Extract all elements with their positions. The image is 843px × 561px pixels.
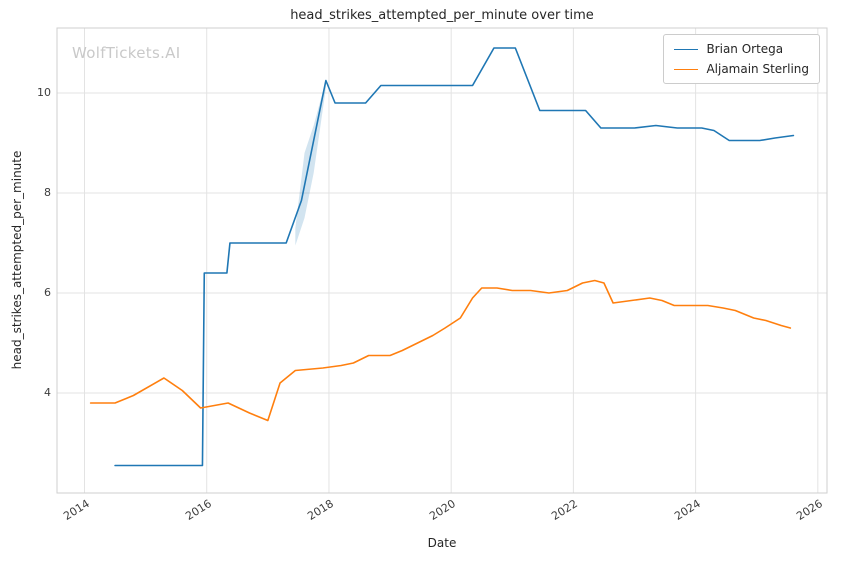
x-axis-label: Date	[427, 536, 457, 550]
legend-line-swatch-orange	[674, 68, 699, 70]
legend-label: Aljamain Sterling	[706, 62, 809, 76]
legend-label: Brian Ortega	[706, 42, 784, 56]
y-tick-label: 6	[44, 286, 51, 299]
series-line-aljamain-sterling	[89, 279, 792, 422]
legend-item-brian-ortega: Brian Ortega	[674, 42, 809, 56]
legend-item-aljamain-sterling: Aljamain Sterling	[674, 62, 809, 76]
y-tick-label: 8	[44, 186, 51, 199]
legend-line-swatch-blue	[674, 48, 699, 50]
y-axis-label: head_strikes_attempted_per_minute	[10, 150, 24, 370]
watermark: WolfTickets.AI	[72, 44, 181, 62]
y-tick-label: 10	[37, 86, 51, 99]
series-line-brian-ortega	[114, 47, 795, 467]
plot-border	[56, 27, 828, 494]
legend: Brian Ortega Aljamain Sterling	[663, 34, 820, 84]
chart-title: head_strikes_attempted_per_minute over t…	[290, 8, 594, 23]
y-tick-label: 4	[44, 386, 51, 399]
gridlines	[57, 28, 827, 493]
